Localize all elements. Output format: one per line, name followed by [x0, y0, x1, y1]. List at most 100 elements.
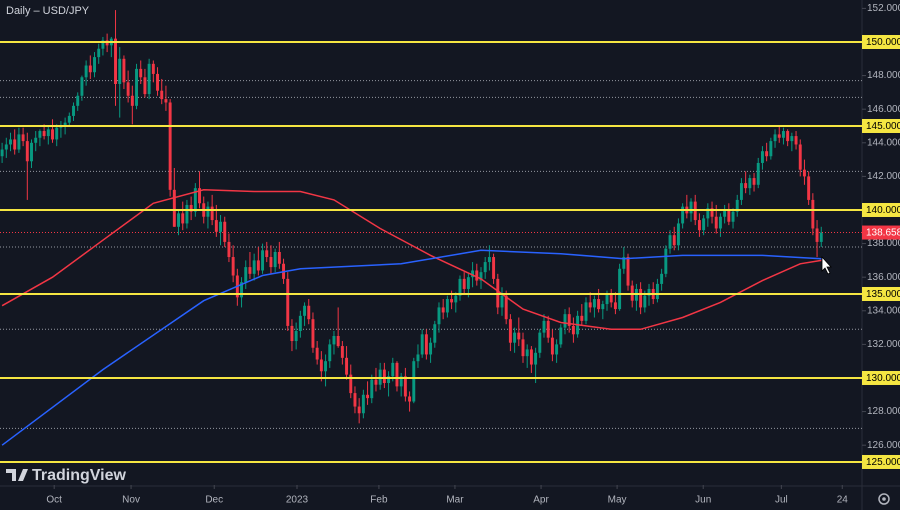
candle-body — [168, 102, 172, 190]
candle-body — [739, 183, 743, 200]
candle-body — [487, 257, 491, 263]
candle-body — [374, 379, 378, 385]
candle-body — [718, 216, 722, 229]
candle-body — [9, 139, 12, 145]
level-tag — [862, 118, 900, 133]
candle-body — [206, 206, 210, 217]
x-tick-label: Apr — [533, 495, 549, 506]
candle-body — [605, 293, 609, 305]
candle-body — [349, 374, 353, 394]
candle-body — [643, 295, 647, 308]
candle-body — [261, 250, 265, 271]
candle-body — [731, 211, 735, 222]
candle-body — [387, 376, 391, 384]
candle-body — [76, 95, 80, 106]
candle-body — [567, 314, 571, 326]
mouse-cursor — [821, 255, 832, 275]
candle-body — [172, 189, 176, 227]
candle-body — [538, 332, 542, 353]
candle-body — [244, 267, 248, 283]
candle-body — [626, 257, 630, 286]
candle-body — [370, 379, 374, 399]
moving-average — [1, 189, 822, 331]
candle-body — [508, 319, 512, 343]
brand-logo: TradingView — [6, 467, 127, 484]
candle-body — [46, 129, 50, 137]
candle-body — [366, 394, 370, 399]
candle-body — [38, 131, 42, 138]
gear[interactable] — [878, 493, 890, 505]
candle-body — [798, 144, 802, 170]
candle-body — [231, 257, 235, 276]
candle-body — [42, 131, 46, 137]
y-tick-label: 128.000 — [867, 406, 900, 417]
candle-body — [67, 115, 71, 123]
candle-body — [450, 299, 454, 303]
candle-body — [340, 346, 344, 358]
level-tag — [862, 454, 900, 469]
candle-body — [786, 131, 790, 142]
y-tick-label: 136.000 — [867, 272, 900, 283]
candle-body — [655, 283, 659, 300]
candle-body — [735, 199, 739, 212]
candle-body — [777, 134, 781, 138]
candle-body — [55, 127, 59, 140]
candle-body — [25, 141, 29, 162]
candle-body — [210, 206, 214, 221]
candle-body — [424, 334, 428, 355]
candle-body — [811, 199, 815, 229]
candle-body — [361, 394, 365, 414]
moving-average — [1, 249, 822, 446]
level-label: 125.000 — [866, 457, 900, 468]
candle-body — [139, 68, 143, 78]
candle-body — [794, 136, 798, 145]
candle-body — [471, 270, 475, 278]
candle-body — [114, 38, 117, 84]
candle-body — [504, 295, 508, 320]
candle-body — [336, 335, 340, 347]
candle-body — [286, 278, 290, 326]
candle-body — [214, 220, 218, 232]
candle-body — [101, 40, 105, 49]
candle-body — [319, 359, 323, 372]
settings-icon[interactable] — [878, 493, 890, 505]
candle-body — [769, 141, 773, 157]
candle-body — [781, 131, 785, 138]
candle-body — [198, 188, 202, 204]
candle-body — [706, 208, 710, 219]
candle-body — [88, 65, 92, 73]
candle-body — [437, 307, 441, 325]
candle-body — [160, 90, 164, 100]
candle-body — [403, 376, 407, 397]
candle-body — [156, 73, 159, 91]
candle-body — [420, 334, 424, 355]
candle-body — [773, 134, 777, 142]
candle-body — [290, 325, 294, 342]
x-tick-label: Nov — [122, 495, 140, 506]
candle-body — [240, 282, 244, 298]
candle-body — [332, 335, 336, 345]
candle-body — [147, 63, 151, 95]
candle-body — [802, 169, 806, 177]
x-tick-label: Oct — [46, 495, 62, 506]
candle-body — [151, 63, 155, 74]
y-tick-label: 132.000 — [867, 339, 900, 350]
candle-body — [592, 299, 596, 308]
candle-body — [72, 105, 75, 116]
level-label: 140.000 — [866, 205, 900, 216]
candle-body — [382, 369, 386, 384]
candle-body — [517, 332, 521, 340]
candle-body — [126, 82, 130, 96]
candle-body — [765, 151, 769, 157]
candle-body — [135, 68, 138, 106]
candle-body — [668, 235, 672, 249]
candle-body — [118, 58, 122, 84]
candle-body — [790, 136, 794, 142]
candle-body — [219, 221, 223, 232]
candle-body — [483, 262, 487, 273]
candle-body — [819, 232, 823, 242]
candle-body — [513, 332, 517, 343]
candle-body — [588, 302, 592, 308]
candle-body — [130, 95, 134, 106]
candle-body — [122, 58, 126, 83]
